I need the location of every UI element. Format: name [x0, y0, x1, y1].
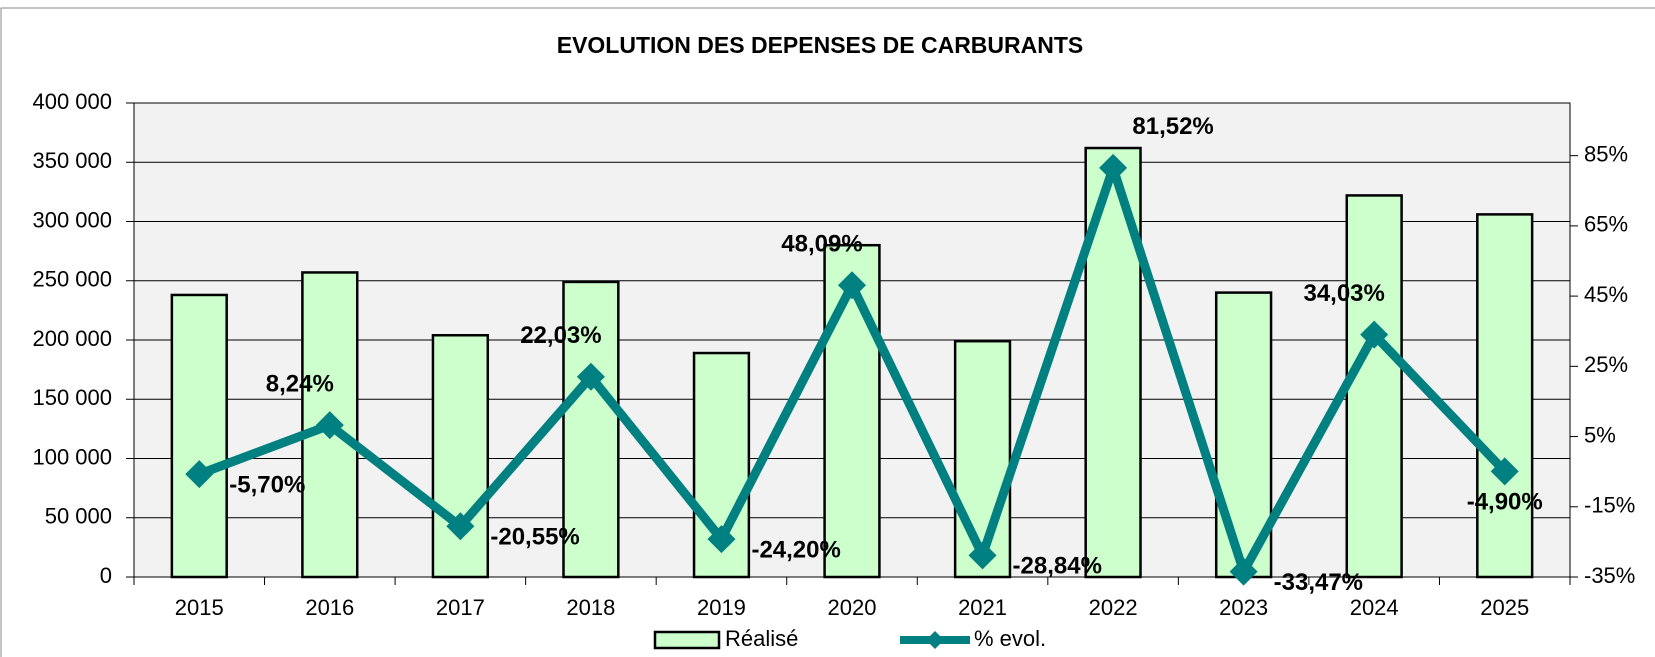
data-label: 48,09% — [781, 231, 862, 258]
legend-label: % evol. — [974, 626, 1046, 651]
y-tick-label: 0 — [100, 563, 112, 588]
y-tick-label: 50 000 — [45, 504, 112, 529]
y-tick-label: 250 000 — [32, 267, 112, 292]
bar — [1345, 194, 1403, 579]
line-marker — [315, 411, 344, 440]
data-label: -33,47% — [1274, 569, 1363, 596]
line-marker — [1490, 457, 1519, 486]
data-label: 81,52% — [1132, 113, 1213, 140]
line-marker — [707, 525, 736, 554]
line-marker — [1360, 320, 1389, 349]
bar — [562, 280, 620, 579]
line-marker — [1229, 557, 1258, 586]
y-tick-label: 100 000 — [32, 444, 112, 469]
y2-tick-label: -35% — [1584, 563, 1635, 588]
x-tick-label: 2022 — [1089, 595, 1138, 620]
y2-tick-label: 45% — [1584, 282, 1628, 307]
y-tick-label: 300 000 — [32, 207, 112, 232]
x-tick-label: 2015 — [175, 595, 224, 620]
y2-tick-label: 5% — [1584, 422, 1616, 447]
legend-label: Réalisé — [725, 626, 798, 651]
x-tick-label: 2023 — [1219, 595, 1268, 620]
chart-title: EVOLUTION DES DEPENSES DE CARBURANTS — [557, 32, 1084, 58]
x-tick-label: 2016 — [305, 595, 354, 620]
line-marker — [838, 271, 866, 300]
line-marker — [968, 541, 997, 570]
x-tick-label: 2018 — [566, 595, 615, 620]
y-tick-label: 150 000 — [32, 385, 112, 410]
line-marker — [1099, 153, 1128, 182]
data-label: -4,90% — [1467, 489, 1543, 516]
data-label: -20,55% — [490, 524, 579, 551]
bar — [431, 334, 490, 579]
y2-tick-label: 65% — [1584, 212, 1628, 237]
x-tick-label: 2019 — [697, 595, 746, 620]
x-tick-label: 2024 — [1350, 595, 1399, 620]
data-label: -28,84% — [1013, 553, 1102, 580]
line-marker — [446, 512, 475, 541]
y2-tick-label: 25% — [1584, 352, 1628, 377]
y2-tick-label: 85% — [1584, 141, 1628, 166]
bar — [1476, 213, 1534, 579]
data-label: -24,20% — [751, 536, 840, 563]
data-label: 22,03% — [520, 322, 601, 349]
x-tick-label: 2021 — [958, 595, 1007, 620]
line-marker — [185, 460, 214, 489]
x-tick-label: 2025 — [1480, 595, 1529, 620]
x-tick-label: 2020 — [828, 595, 877, 620]
y-tick-label: 400 000 — [32, 89, 112, 114]
data-label: -5,70% — [229, 471, 305, 498]
y2-tick-label: -15% — [1584, 493, 1635, 518]
bar — [170, 293, 228, 579]
data-label: 34,03% — [1303, 280, 1384, 307]
y-tick-label: 200 000 — [32, 326, 112, 351]
x-tick-label: 2017 — [436, 595, 485, 620]
legend-swatch — [653, 630, 721, 650]
data-label: 8,24% — [266, 371, 334, 398]
line-marker — [576, 362, 605, 391]
bar — [953, 339, 1012, 579]
bar — [823, 243, 881, 579]
y-tick-label: 350 000 — [32, 148, 112, 173]
legend-marker — [926, 631, 944, 649]
